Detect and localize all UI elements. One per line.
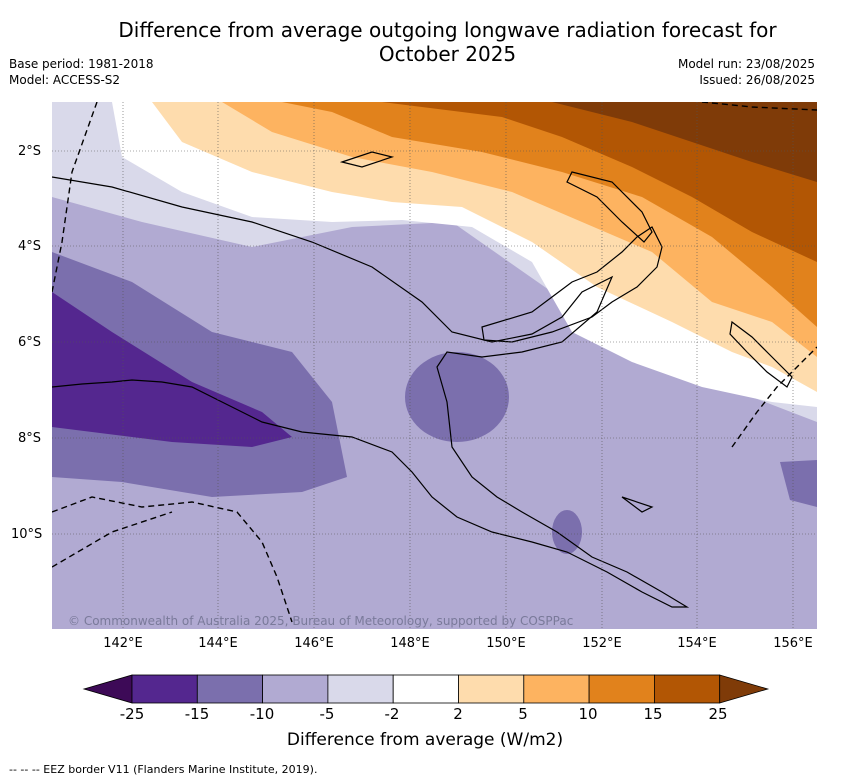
lat-label-10s: 10°S bbox=[11, 527, 43, 542]
base-period: Base period: 1981-2018 bbox=[9, 57, 154, 71]
lon-label-146e: 146°E bbox=[294, 636, 334, 651]
olr-map bbox=[52, 102, 817, 629]
colorbar-tick-p10: 10 bbox=[578, 705, 598, 723]
colorbar-segment bbox=[523, 674, 590, 704]
model-run: Model run: 23/08/2025 bbox=[677, 57, 815, 71]
colorbar-tick-m25: -25 bbox=[119, 705, 145, 723]
colorbar-tick-m5: -5 bbox=[319, 705, 335, 723]
lat-label-2s: 2°S bbox=[18, 144, 42, 159]
colorbar-segment bbox=[588, 674, 655, 704]
colorbar-segment bbox=[458, 674, 525, 704]
copyright-notice: © Commonwealth of Australia 2025, Bureau… bbox=[68, 614, 574, 628]
band-m25-m15 bbox=[52, 292, 292, 447]
band-m15-m10-east bbox=[780, 460, 817, 507]
lon-label-150e: 150°E bbox=[486, 636, 526, 651]
colorbar-segment bbox=[654, 674, 721, 704]
band-m15-m10-south bbox=[552, 510, 582, 554]
issued-date: Issued: 26/08/2025 bbox=[699, 73, 815, 87]
eez-border bbox=[52, 102, 817, 623]
eez-footnote: -- -- -- EEZ border V11 (Flanders Marine… bbox=[9, 763, 318, 776]
colorbar-segment bbox=[131, 674, 198, 704]
colorbar-tick-p15: 15 bbox=[643, 705, 663, 723]
lat-label-6s: 6°S bbox=[18, 335, 42, 350]
colorbar-tick-m15: -15 bbox=[184, 705, 210, 723]
chart-title: Difference from average outgoing longwav… bbox=[90, 18, 805, 66]
lon-label-144e: 144°E bbox=[198, 636, 238, 651]
meta-right: Model run: 23/08/2025 Issued: 26/08/2025 bbox=[678, 56, 815, 88]
model-name: Model: ACCESS-S2 bbox=[9, 73, 121, 87]
colorbar-tick-m2: -2 bbox=[384, 705, 400, 723]
colorbar-tick-p25: 25 bbox=[708, 705, 728, 723]
colorbar-tick-m10: -10 bbox=[249, 705, 275, 723]
colorbar-tick-p5: 5 bbox=[518, 705, 528, 723]
colorbar-segment bbox=[262, 674, 329, 704]
colorbar-segment bbox=[392, 674, 459, 704]
lon-label-148e: 148°E bbox=[390, 636, 430, 651]
lon-label-152e: 152°E bbox=[582, 636, 622, 651]
colorbar-segment bbox=[196, 674, 264, 704]
band-gt-p25 bbox=[552, 102, 817, 182]
title-line-1: Difference from average outgoing longwav… bbox=[118, 18, 777, 42]
lat-label-4s: 4°S bbox=[18, 239, 42, 254]
colorbar bbox=[82, 674, 770, 704]
colorbar-segment bbox=[327, 674, 394, 704]
colorbar-extend-low bbox=[82, 674, 133, 704]
colorbar-extend-high bbox=[719, 674, 770, 704]
colorbar-tick-p2: 2 bbox=[453, 705, 463, 723]
band-m15-m10-center bbox=[405, 352, 509, 442]
meta-left: Base period: 1981-2018 Model: ACCESS-S2 bbox=[9, 56, 154, 88]
lat-label-8s: 8°S bbox=[18, 431, 42, 446]
lon-label-142e: 142°E bbox=[103, 636, 143, 651]
coastline bbox=[52, 151, 793, 608]
lon-label-156e: 156°E bbox=[773, 636, 813, 651]
graticule bbox=[52, 102, 817, 629]
title-line-2: October 2025 bbox=[378, 42, 517, 66]
lon-label-154e: 154°E bbox=[677, 636, 717, 651]
colorbar-label: Difference from average (W/m2) bbox=[286, 730, 564, 750]
